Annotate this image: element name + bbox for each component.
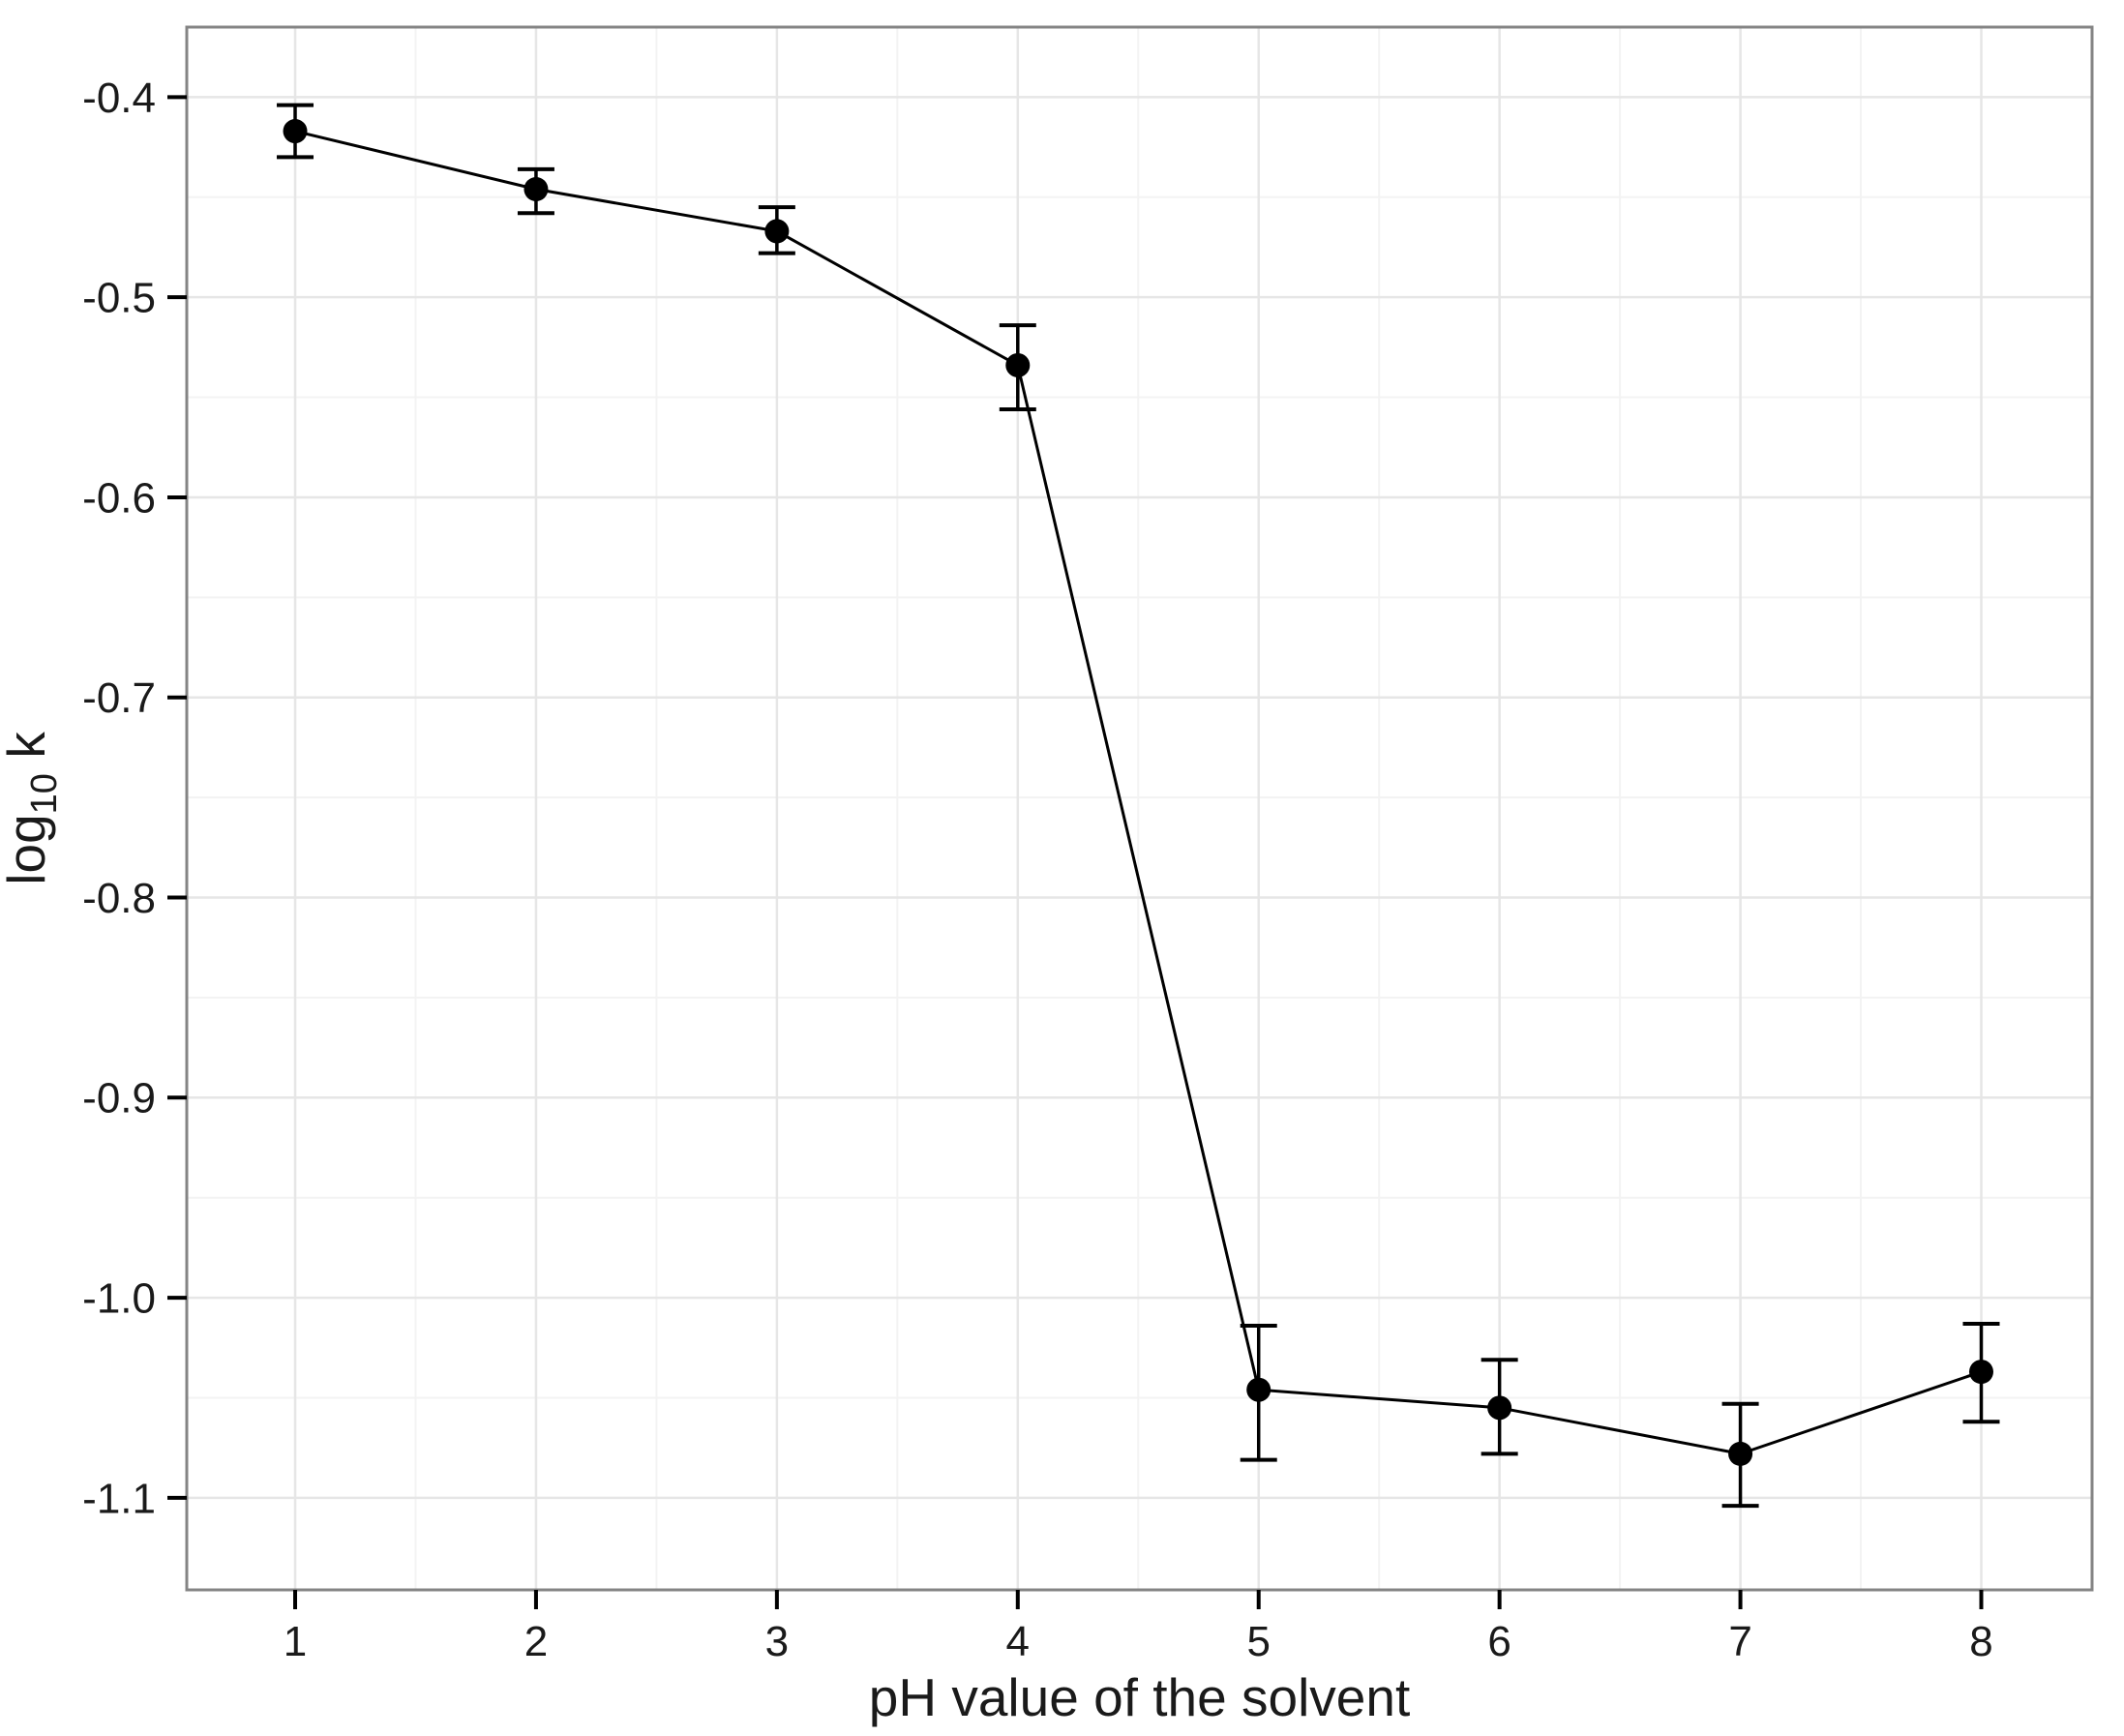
y-axis-title: log10 k (0, 732, 65, 885)
data-point (1968, 1360, 1993, 1385)
x-tick-label: 6 (1487, 1618, 1511, 1665)
y-tick-labels: -0.4 -0.5 -0.6 -0.7 -0.8 -0.9 -1.0 -1.1 (82, 75, 156, 1523)
x-axis-title: pH value of the solvent (869, 1667, 1411, 1727)
data-points (283, 119, 1993, 1466)
x-tick-label: 2 (524, 1618, 548, 1665)
y-tick-label: -1.0 (82, 1274, 156, 1322)
x-tick-label: 7 (1728, 1618, 1751, 1665)
data-point (524, 176, 549, 201)
panel-border (185, 25, 2094, 1592)
data-point (1246, 1377, 1271, 1402)
x-tick-label: 4 (1006, 1618, 1030, 1665)
y-tick-label: -1.1 (82, 1475, 156, 1522)
axis-ticks (167, 95, 1984, 1609)
x-tick-label: 3 (765, 1618, 789, 1665)
data-point (764, 219, 790, 244)
x-tick-label: 8 (1969, 1618, 1992, 1665)
y-tick-label: -0.8 (82, 875, 156, 922)
y-tick-label: -0.5 (82, 275, 156, 322)
x-tick-label: 1 (284, 1618, 307, 1665)
y-axis-title-text: k (0, 732, 56, 773)
grid-minor (187, 27, 2092, 1590)
x-tick-labels: 1 2 3 4 5 6 7 8 (284, 1618, 1993, 1665)
data-point (283, 119, 308, 144)
data-point (1487, 1395, 1512, 1421)
x-tick-label: 5 (1246, 1618, 1270, 1665)
data-point (1005, 352, 1031, 377)
y-tick-label: -0.6 (82, 474, 156, 522)
plot-panel (187, 27, 2092, 1590)
y-axis-title-subscript: 10 (24, 773, 65, 814)
y-tick-label: -0.4 (82, 75, 156, 122)
y-axis-title-text: log (0, 814, 56, 884)
data-point (1728, 1441, 1753, 1466)
y-tick-label: -0.9 (82, 1075, 156, 1122)
y-tick-label: -0.7 (82, 674, 156, 722)
data-line (294, 130, 1982, 1455)
